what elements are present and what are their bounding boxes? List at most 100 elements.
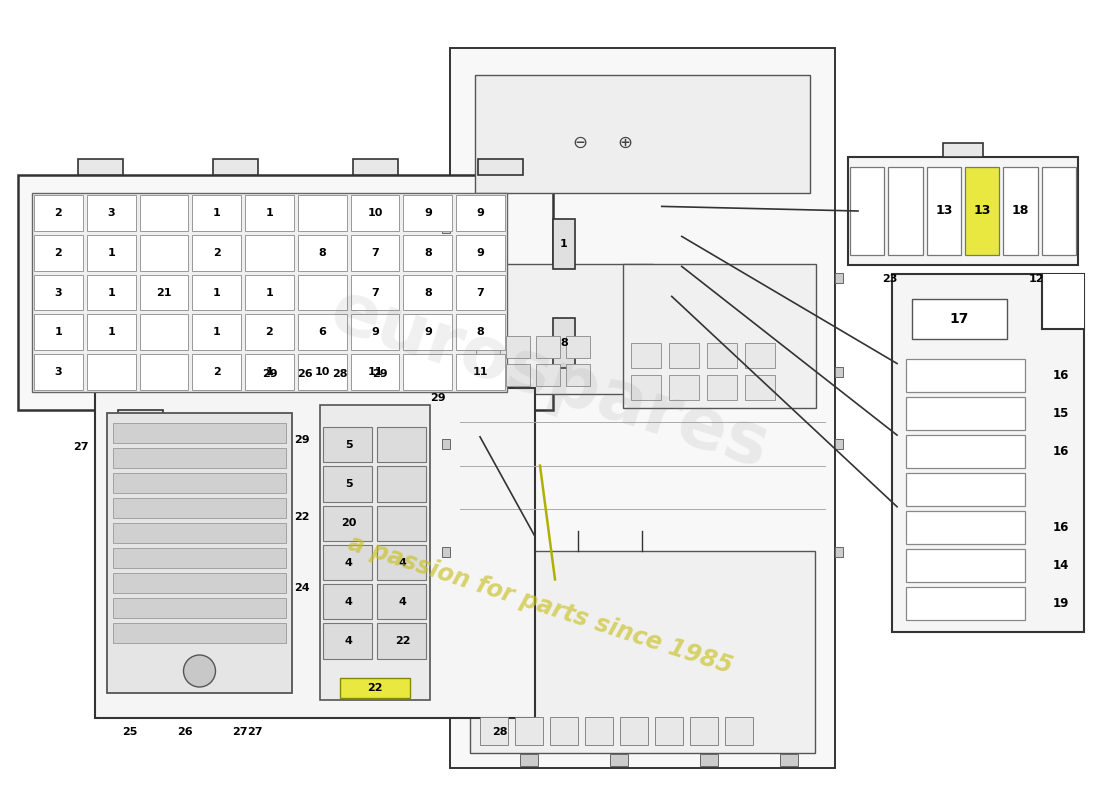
Text: 17: 17 bbox=[949, 312, 969, 326]
Text: 7: 7 bbox=[371, 248, 378, 258]
Bar bbox=[553, 318, 575, 368]
Bar bbox=[442, 223, 450, 233]
Text: 27: 27 bbox=[74, 442, 89, 453]
Text: ⊕: ⊕ bbox=[617, 134, 632, 152]
Bar bbox=[1003, 167, 1037, 255]
Text: 1: 1 bbox=[55, 327, 63, 338]
Bar bbox=[456, 314, 505, 350]
Text: 8: 8 bbox=[560, 338, 568, 348]
Bar bbox=[906, 435, 1025, 468]
Text: 4: 4 bbox=[344, 558, 352, 567]
Bar bbox=[690, 717, 718, 745]
Bar bbox=[140, 274, 188, 310]
Bar bbox=[476, 336, 501, 358]
Circle shape bbox=[184, 655, 216, 687]
Text: 4: 4 bbox=[398, 597, 406, 606]
Bar bbox=[566, 336, 590, 358]
Text: 9: 9 bbox=[424, 327, 432, 338]
Bar bbox=[113, 473, 286, 493]
Text: 13: 13 bbox=[974, 205, 991, 218]
Text: 1: 1 bbox=[108, 287, 115, 298]
Bar bbox=[87, 314, 135, 350]
Bar bbox=[192, 274, 241, 310]
Bar bbox=[835, 274, 843, 283]
Bar bbox=[95, 388, 535, 718]
Text: 7: 7 bbox=[371, 287, 378, 298]
Bar bbox=[442, 439, 450, 449]
Bar bbox=[113, 598, 286, 618]
Bar bbox=[34, 235, 82, 270]
Bar bbox=[456, 195, 505, 230]
Bar bbox=[553, 219, 575, 269]
Text: 27: 27 bbox=[248, 727, 263, 737]
Bar bbox=[550, 717, 578, 745]
Bar bbox=[348, 410, 393, 426]
Bar bbox=[140, 314, 188, 350]
Bar bbox=[213, 159, 258, 175]
Text: 13: 13 bbox=[935, 205, 953, 218]
Text: 26: 26 bbox=[297, 369, 312, 379]
Bar bbox=[140, 195, 188, 230]
Bar bbox=[113, 423, 286, 443]
Bar bbox=[585, 717, 613, 745]
Text: 29: 29 bbox=[372, 369, 388, 379]
Bar bbox=[377, 623, 426, 658]
Text: ⊖: ⊖ bbox=[572, 134, 587, 152]
Text: 16: 16 bbox=[1053, 369, 1069, 382]
Bar bbox=[113, 448, 286, 468]
Bar bbox=[889, 167, 923, 255]
Bar bbox=[192, 314, 241, 350]
Bar bbox=[669, 375, 700, 400]
Bar bbox=[107, 413, 292, 693]
Text: 9: 9 bbox=[476, 248, 484, 258]
Bar bbox=[351, 354, 399, 390]
Bar bbox=[377, 584, 426, 619]
Bar bbox=[113, 498, 286, 518]
Bar bbox=[780, 754, 798, 766]
Text: 1: 1 bbox=[212, 327, 221, 338]
Text: 9: 9 bbox=[371, 327, 380, 338]
Bar bbox=[245, 354, 294, 390]
Text: 29: 29 bbox=[430, 393, 446, 403]
Bar bbox=[506, 336, 530, 358]
Text: 8: 8 bbox=[424, 287, 431, 298]
Bar bbox=[34, 195, 82, 230]
Bar bbox=[245, 235, 294, 270]
Text: 25: 25 bbox=[122, 727, 138, 737]
Bar bbox=[353, 159, 398, 175]
Text: 8: 8 bbox=[476, 327, 484, 338]
Text: 6: 6 bbox=[318, 327, 327, 338]
Text: 18: 18 bbox=[1012, 205, 1030, 218]
Text: 29: 29 bbox=[294, 435, 310, 446]
Bar bbox=[404, 195, 452, 230]
Text: 26: 26 bbox=[177, 727, 192, 737]
Bar bbox=[456, 354, 505, 390]
Text: a passion for parts since 1985: a passion for parts since 1985 bbox=[344, 531, 735, 678]
Bar bbox=[906, 473, 1025, 506]
Text: 20: 20 bbox=[341, 518, 356, 528]
Bar bbox=[520, 754, 538, 766]
Text: 19: 19 bbox=[1053, 597, 1069, 610]
Bar bbox=[965, 167, 999, 255]
Bar bbox=[848, 157, 1078, 265]
Bar bbox=[926, 167, 961, 255]
Bar bbox=[34, 274, 82, 310]
Text: 3: 3 bbox=[55, 367, 63, 377]
Bar bbox=[725, 717, 754, 745]
Bar bbox=[700, 754, 718, 766]
Text: 1: 1 bbox=[108, 327, 115, 338]
Bar bbox=[566, 363, 590, 386]
Text: 15: 15 bbox=[1053, 407, 1069, 420]
Bar bbox=[835, 367, 843, 377]
Text: 11: 11 bbox=[473, 367, 488, 377]
Bar bbox=[912, 299, 1006, 339]
Bar bbox=[323, 584, 372, 619]
Bar bbox=[707, 343, 737, 368]
Text: 27: 27 bbox=[232, 727, 248, 737]
Bar bbox=[906, 359, 1025, 392]
Text: 1: 1 bbox=[108, 248, 115, 258]
Bar bbox=[746, 375, 776, 400]
Text: 22: 22 bbox=[295, 512, 310, 522]
Text: 1: 1 bbox=[212, 208, 221, 218]
Bar bbox=[892, 274, 1084, 632]
